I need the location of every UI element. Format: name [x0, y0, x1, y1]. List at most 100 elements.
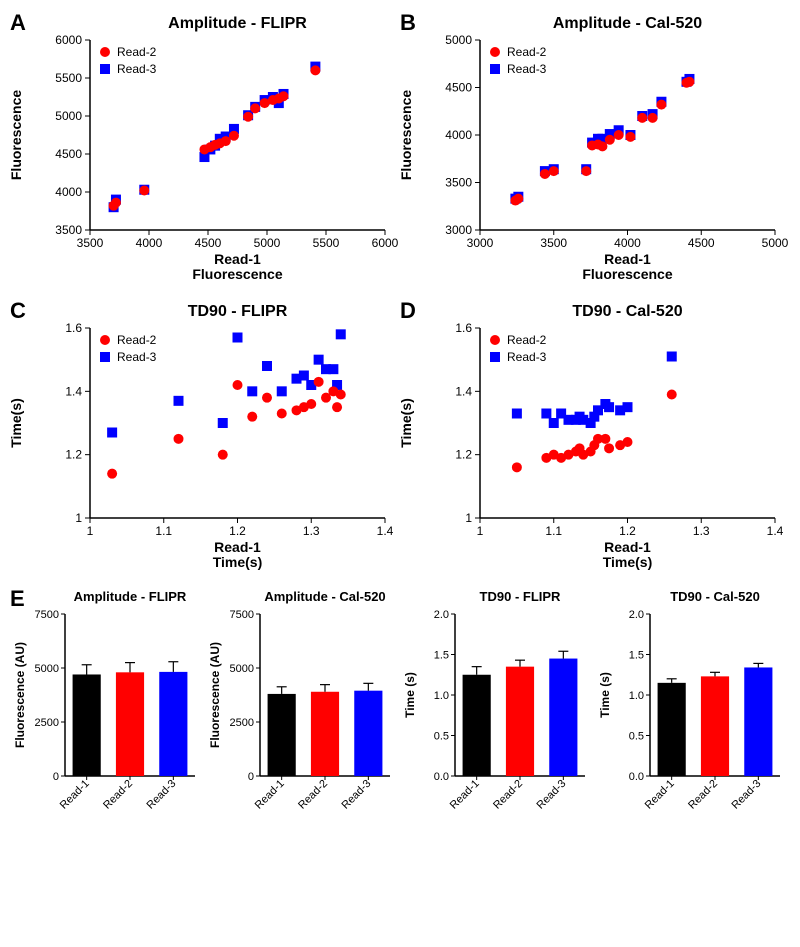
svg-text:Read-3: Read-3: [534, 778, 568, 812]
svg-text:1.2: 1.2: [619, 524, 636, 538]
panel-label-D: D: [400, 298, 416, 324]
svg-text:1: 1: [87, 524, 94, 538]
svg-text:5000: 5000: [762, 236, 789, 250]
svg-text:Read-2: Read-2: [686, 778, 720, 812]
svg-text:2.0: 2.0: [629, 609, 644, 621]
svg-text:TD90 - FLIPR: TD90 - FLIPR: [480, 589, 562, 604]
svg-text:7500: 7500: [35, 609, 59, 621]
svg-text:2500: 2500: [35, 717, 59, 729]
svg-text:TD90 - Cal-520: TD90 - Cal-520: [670, 589, 760, 604]
svg-text:7500: 7500: [230, 609, 254, 621]
svg-text:4000: 4000: [55, 185, 82, 199]
svg-text:1.2: 1.2: [229, 524, 246, 538]
panel-D: D TD90 - Cal-52011.11.21.31.411.21.41.6R…: [400, 298, 790, 578]
svg-text:Fluorescence: Fluorescence: [192, 266, 282, 282]
svg-text:1.2: 1.2: [455, 448, 472, 462]
svg-text:TD90 - FLIPR: TD90 - FLIPR: [188, 303, 288, 320]
svg-text:2500: 2500: [230, 717, 254, 729]
panel-C: C TD90 - FLIPR11.11.21.31.411.21.41.6Rea…: [10, 298, 400, 578]
row-cd: C TD90 - FLIPR11.11.21.31.411.21.41.6Rea…: [10, 298, 790, 578]
panel-E: E Amplitude - FLIPR 0 2500 5000 7500 Fluoresc…: [10, 586, 790, 836]
svg-text:1.6: 1.6: [455, 321, 472, 335]
svg-text:TD90 - Cal-520: TD90 - Cal-520: [572, 303, 682, 320]
svg-text:Amplitude - FLIPR: Amplitude - FLIPR: [74, 589, 187, 604]
svg-text:0.5: 0.5: [629, 731, 644, 743]
svg-text:Read-2: Read-2: [296, 778, 330, 812]
svg-text:5500: 5500: [55, 71, 82, 85]
svg-text:Read-3: Read-3: [117, 62, 157, 76]
svg-text:4500: 4500: [55, 147, 82, 161]
svg-text:Read-1: Read-1: [448, 778, 482, 812]
svg-text:6000: 6000: [55, 33, 82, 47]
svg-text:Fluorescence: Fluorescence: [582, 266, 672, 282]
svg-text:1.4: 1.4: [377, 524, 394, 538]
chart-D: TD90 - Cal-52011.11.21.31.411.21.41.6Rea…: [400, 298, 790, 578]
svg-text:1.0: 1.0: [629, 690, 644, 702]
svg-text:Amplitude - Cal-520: Amplitude - Cal-520: [553, 15, 702, 32]
svg-text:3000: 3000: [445, 223, 472, 237]
svg-text:3500: 3500: [445, 176, 472, 190]
figure: A Amplitude - FLIPR 3500 4000 4500 5000 5500 6…: [10, 10, 790, 836]
svg-text:Read-3: Read-3: [144, 778, 178, 812]
svg-text:1.1: 1.1: [155, 524, 172, 538]
svg-text:1: 1: [75, 511, 82, 525]
svg-text:0: 0: [53, 771, 59, 783]
svg-text:Amplitude - Cal-520: Amplitude - Cal-520: [264, 589, 385, 604]
chart-C: TD90 - FLIPR 1 1.1 1.2 1.3 1.4 1 1.2 1.4 1.6 Read-…: [10, 298, 400, 578]
svg-text:Fluorescence (AU): Fluorescence (AU): [13, 642, 27, 748]
svg-text:6000: 6000: [372, 236, 399, 250]
svg-text:4000: 4000: [614, 236, 641, 250]
svg-text:4000: 4000: [445, 128, 472, 142]
svg-text:Read-3: Read-3: [729, 778, 763, 812]
svg-text:1.4: 1.4: [455, 384, 472, 398]
svg-text:4000: 4000: [136, 236, 163, 250]
svg-text:Read-2: Read-2: [507, 45, 547, 59]
svg-text:Fluorescence (AU): Fluorescence (AU): [208, 642, 222, 748]
svg-text:Read-1: Read-1: [253, 778, 287, 812]
svg-text:Read-1: Read-1: [643, 778, 677, 812]
svg-text:Read-2: Read-2: [101, 778, 135, 812]
svg-text:Time(s): Time(s): [603, 554, 653, 570]
svg-text:Read-1: Read-1: [604, 251, 651, 267]
svg-text:1.3: 1.3: [303, 524, 320, 538]
svg-text:1.2: 1.2: [65, 448, 82, 462]
svg-text:3500: 3500: [77, 236, 104, 250]
svg-text:Read-3: Read-3: [507, 350, 547, 364]
svg-text:1.5: 1.5: [629, 650, 644, 662]
svg-text:1: 1: [465, 511, 472, 525]
svg-text:5000: 5000: [254, 236, 281, 250]
svg-text:Time (s): Time (s): [403, 672, 417, 718]
svg-text:Read-1: Read-1: [214, 539, 261, 555]
panel-label-E: E: [10, 586, 25, 612]
svg-text:1.3: 1.3: [693, 524, 710, 538]
svg-text:4500: 4500: [445, 81, 472, 95]
svg-text:Read-1: Read-1: [214, 251, 261, 267]
svg-text:Read-3: Read-3: [339, 778, 373, 812]
svg-text:1.6: 1.6: [65, 321, 82, 335]
svg-text:Read-1: Read-1: [58, 778, 92, 812]
svg-text:Time(s): Time(s): [400, 398, 414, 448]
svg-text:5000: 5000: [230, 663, 254, 675]
svg-text:Read-2: Read-2: [507, 333, 547, 347]
svg-text:1.0: 1.0: [434, 690, 449, 702]
svg-text:Read-2: Read-2: [491, 778, 525, 812]
row-e: E Amplitude - FLIPR 0 2500 5000 7500 Fluoresc…: [10, 586, 790, 836]
svg-text:4500: 4500: [195, 236, 222, 250]
svg-text:Read-1: Read-1: [604, 539, 651, 555]
svg-text:2.0: 2.0: [434, 609, 449, 621]
svg-text:5000: 5000: [55, 109, 82, 123]
svg-text:1.5: 1.5: [434, 650, 449, 662]
row-ab: A Amplitude - FLIPR350040004500500055006…: [10, 10, 790, 290]
panel-label-A: A: [10, 10, 26, 36]
svg-text:0: 0: [248, 771, 254, 783]
chart-E: Amplitude - FLIPR 0 2500 5000 7500 Fluorescen…: [10, 586, 790, 836]
panel-label-B: B: [400, 10, 416, 36]
svg-text:3000: 3000: [467, 236, 494, 250]
panel-B: B Amplitude - Cal-520 3000 3500 4000 4500 500…: [400, 10, 790, 290]
svg-text:Fluorescence: Fluorescence: [10, 90, 24, 180]
svg-text:Time (s): Time (s): [598, 672, 612, 718]
svg-text:Read-2: Read-2: [117, 333, 157, 347]
svg-text:1: 1: [477, 524, 484, 538]
svg-text:1.4: 1.4: [65, 384, 82, 398]
svg-text:Time(s): Time(s): [213, 554, 263, 570]
